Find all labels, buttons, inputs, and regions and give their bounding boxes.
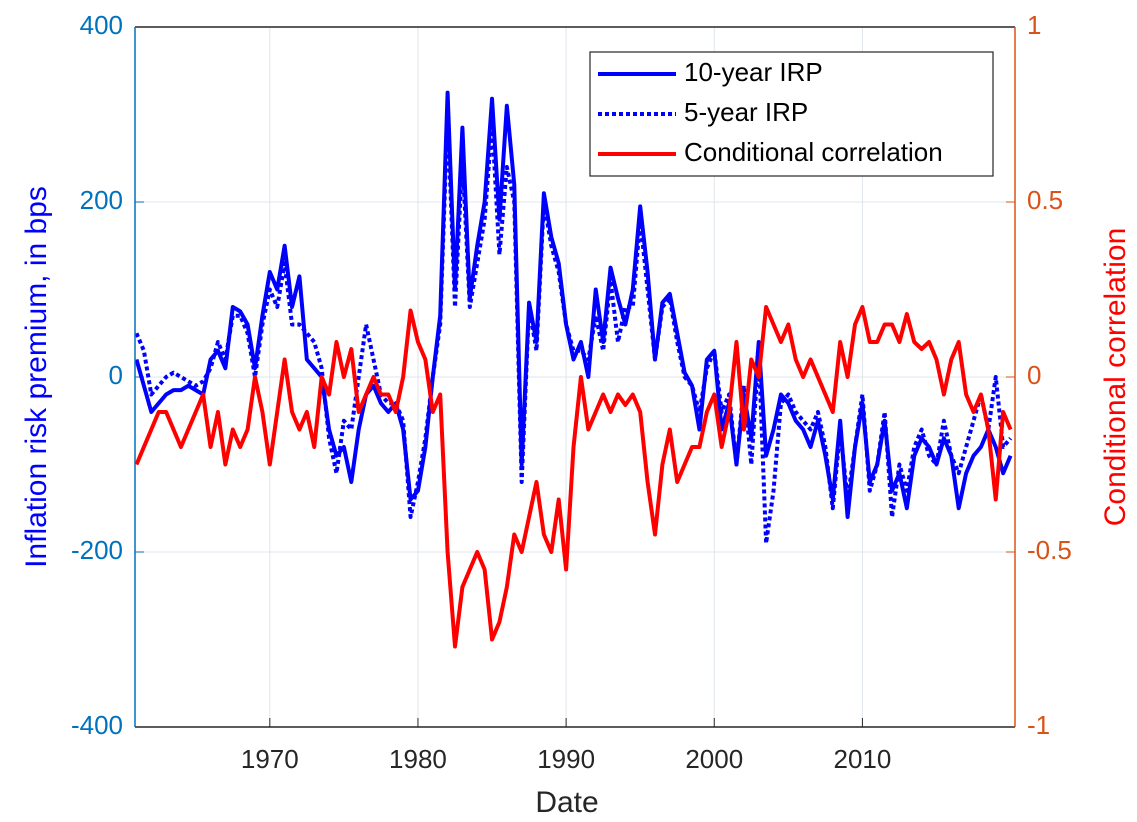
y-tick-label: 200 (80, 185, 123, 215)
series-line (135, 305, 1013, 649)
y2-axis-label: Conditional correlation (1099, 228, 1132, 527)
y2-tick-label: -1 (1027, 710, 1050, 740)
legend-label: 10-year IRP (684, 57, 823, 87)
x-tick-label: 2000 (685, 744, 743, 774)
y-tick-label: -200 (71, 535, 123, 565)
y-tick-label: 400 (80, 10, 123, 40)
y-tick-label: 0 (109, 360, 123, 390)
x-tick-label: 1970 (241, 744, 299, 774)
y2-tick-label: -0.5 (1027, 535, 1072, 565)
x-tick-label: 2010 (833, 744, 891, 774)
series-line (135, 90, 1013, 519)
y2-tick-label: 0 (1027, 360, 1041, 390)
y-tick-label: -400 (71, 710, 123, 740)
y2-tick-label: 1 (1027, 10, 1041, 40)
legend-label: Conditional correlation (684, 137, 943, 167)
x-axis-label: Date (535, 786, 598, 819)
x-tick-label: 1990 (537, 744, 595, 774)
y-axis-label: Inflation risk premium, in bps (20, 186, 53, 568)
legend-label: 5-year IRP (684, 97, 808, 127)
y2-tick-label: 0.5 (1027, 185, 1063, 215)
x-tick-label: 1980 (389, 744, 447, 774)
